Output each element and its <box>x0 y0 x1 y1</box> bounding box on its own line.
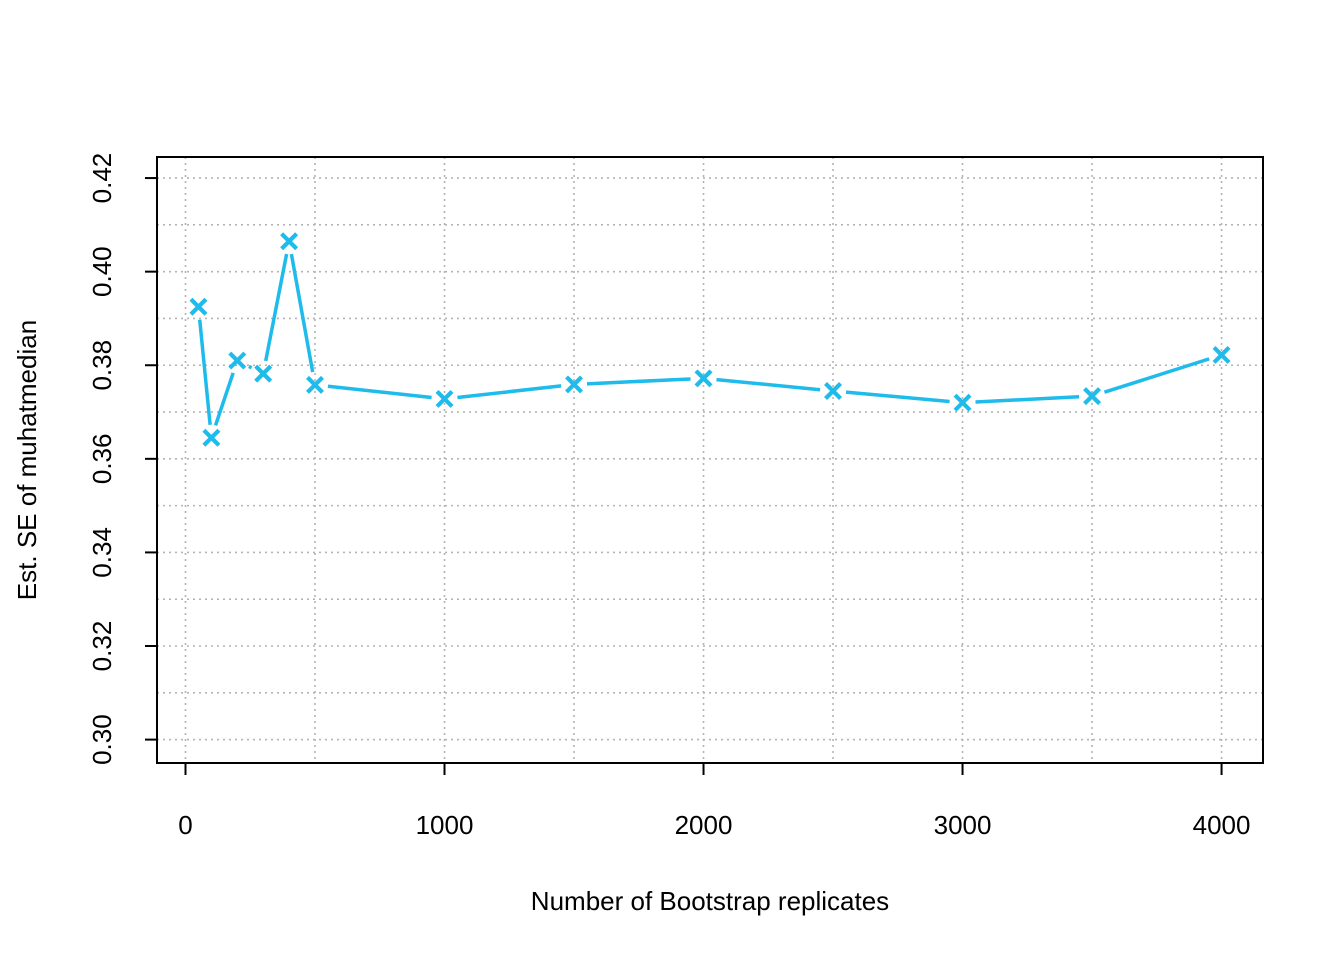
x-tick-label: 2000 <box>675 810 733 840</box>
plot-frame <box>156 156 1264 764</box>
data-point <box>694 369 713 388</box>
y-tick-label: 0.40 <box>87 246 117 297</box>
series-line-segment <box>289 253 315 373</box>
data-point <box>202 428 221 447</box>
data-point <box>306 375 324 394</box>
grid <box>157 157 1263 763</box>
data-point <box>280 232 299 251</box>
series-line-segment <box>975 395 1080 404</box>
series-line-segment <box>845 390 950 404</box>
y-tick-label: 0.38 <box>87 340 117 391</box>
y-axis-title: Est. SE of muhatmedian <box>12 320 42 600</box>
x-tick-label: 3000 <box>934 810 992 840</box>
series-line-segment <box>327 384 432 400</box>
data-point <box>254 364 273 383</box>
data-point <box>824 381 843 400</box>
y-tick-label: 0.30 <box>87 714 117 765</box>
data-point <box>435 389 454 408</box>
data-point <box>565 375 584 394</box>
series-line-segment <box>248 364 253 370</box>
series-line-segment <box>1103 357 1210 394</box>
data-point <box>189 297 208 316</box>
data-point <box>1212 345 1231 364</box>
series-line-segment <box>716 377 821 392</box>
x-tick-label: 4000 <box>1193 810 1251 840</box>
series-line-segment <box>457 384 562 400</box>
y-tick-label: 0.42 <box>87 153 117 204</box>
data-point <box>953 393 972 412</box>
series-line-segment <box>263 253 289 362</box>
y-tick-label: 0.32 <box>87 621 117 672</box>
y-tick-label: 0.36 <box>87 434 117 485</box>
data-point <box>228 351 247 370</box>
y-tick-label: 0.34 <box>87 527 117 578</box>
x-axis-title: Number of Bootstrap replicates <box>531 886 889 916</box>
x-tick-label: 1000 <box>416 810 474 840</box>
series-line-segment <box>197 319 212 426</box>
series-line-segment <box>213 372 235 427</box>
series-line-segment <box>586 377 691 386</box>
x-tick-label: 0 <box>178 810 192 840</box>
axes: 0 1000 2000 3000 4000 0.30 0.32 0.34 0.36 0.38 0.4… <box>87 153 1250 840</box>
data-point <box>1083 387 1102 406</box>
series-layer <box>189 232 1231 447</box>
